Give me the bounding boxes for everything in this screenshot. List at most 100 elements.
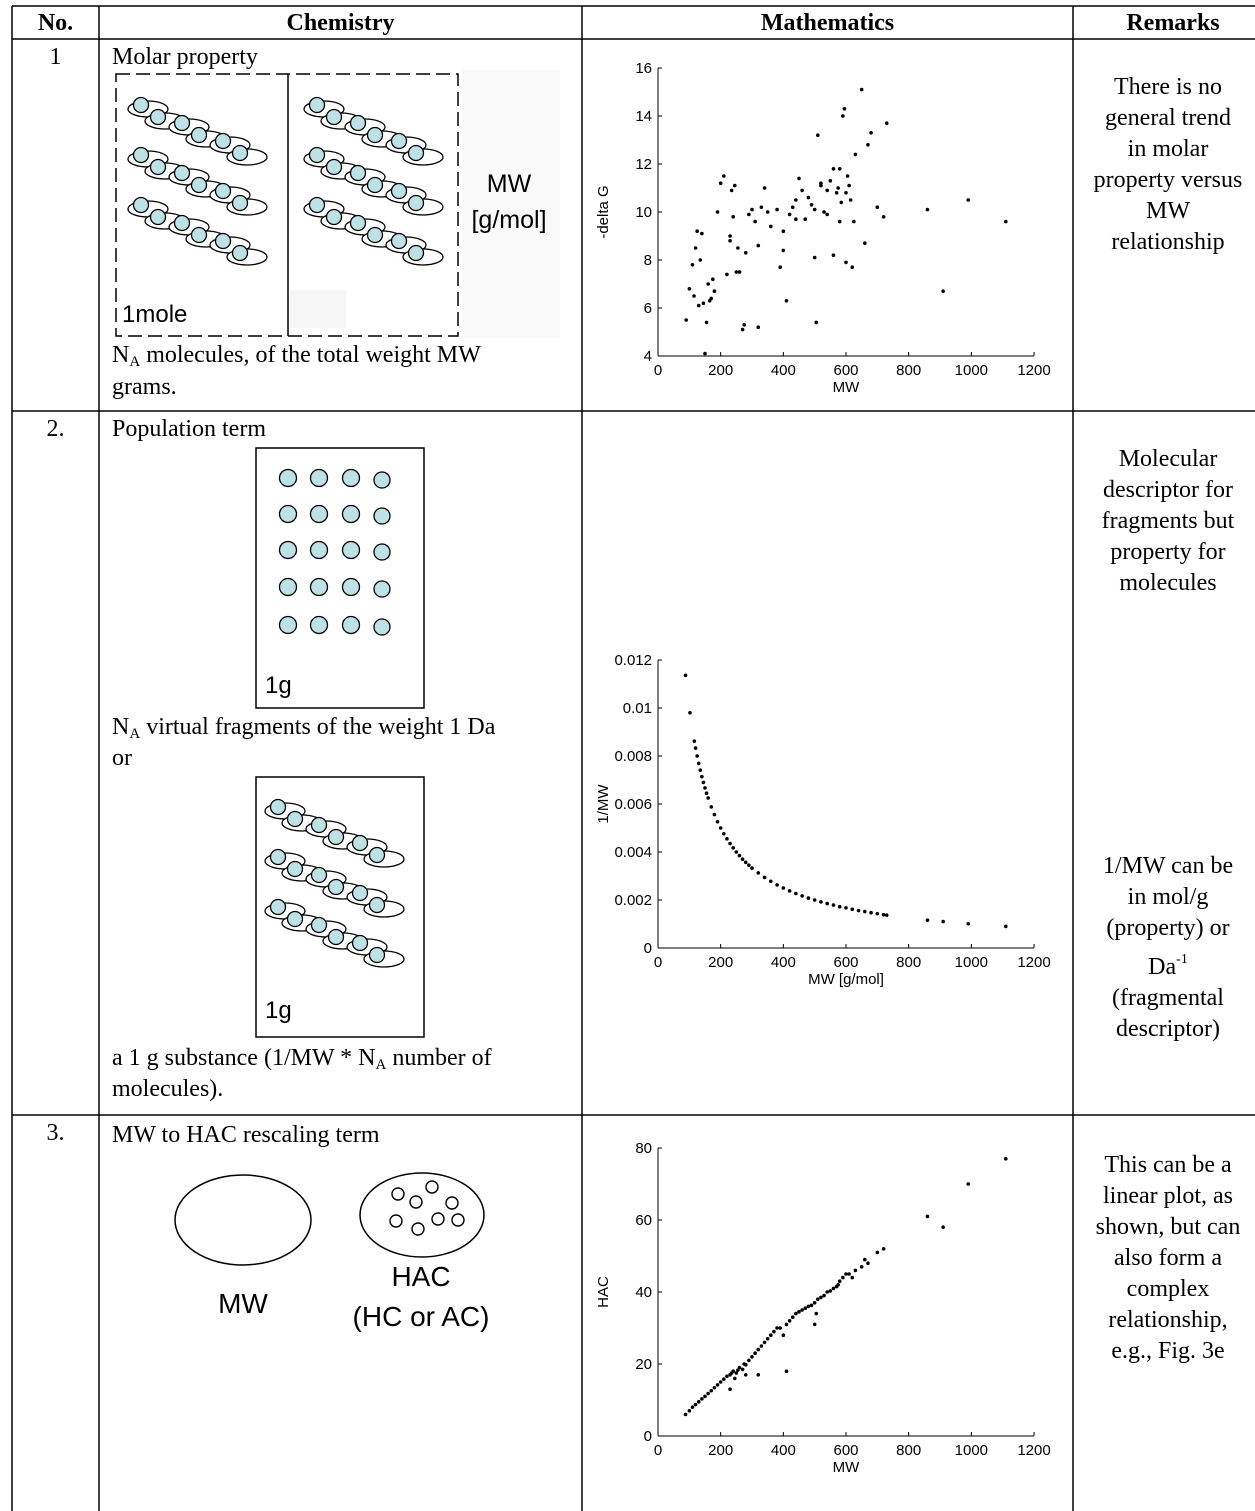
data-point xyxy=(866,143,870,147)
data-point xyxy=(814,1311,819,1316)
data-point xyxy=(737,853,742,858)
data-point xyxy=(816,133,820,137)
data-point xyxy=(722,831,726,836)
data-point xyxy=(759,1344,764,1348)
data-point xyxy=(806,1304,811,1309)
molar-box-label: 1mole xyxy=(122,301,187,328)
data-point xyxy=(725,837,729,841)
data-point xyxy=(703,786,707,790)
x-tick-label: 400 xyxy=(771,954,796,971)
data-point xyxy=(790,1315,795,1319)
header-mathematics: Mathematics xyxy=(760,10,895,36)
data-point xyxy=(845,174,850,178)
row-2-middle-text-or: or xyxy=(112,745,132,771)
data-point xyxy=(690,263,695,267)
data-point xyxy=(812,1322,817,1327)
data-point xyxy=(729,188,734,193)
row-3-remarks: This can be a linear plot, as shown, but… xyxy=(1073,1150,1255,1367)
row-3-remark-line: e.g., Fig. 3e xyxy=(1111,1338,1225,1364)
row-1-title: Molar property xyxy=(112,44,258,70)
x-tick-label: 200 xyxy=(708,362,733,379)
y-tick-label: 80 xyxy=(635,1140,652,1157)
x-tick-label: 800 xyxy=(896,1442,921,1459)
hac-ellipse xyxy=(359,1172,485,1258)
data-point xyxy=(700,231,704,236)
data-point xyxy=(850,265,855,269)
data-point xyxy=(769,1333,773,1337)
data-point xyxy=(1004,1157,1008,1161)
data-point xyxy=(856,908,861,913)
data-point xyxy=(747,863,751,867)
row-1-remark-line: property versus xyxy=(1093,167,1243,193)
y-tick-label: 8 xyxy=(644,252,652,269)
row-2-remark-line: descriptor for xyxy=(1103,477,1233,503)
x-tick-label: 1200 xyxy=(1017,362,1050,379)
x-axis-label: MW xyxy=(833,379,860,396)
data-point xyxy=(756,325,761,330)
data-point xyxy=(941,1225,945,1229)
data-point xyxy=(803,1306,808,1310)
data-point xyxy=(725,1374,729,1379)
data-point xyxy=(781,886,786,890)
data-point xyxy=(700,1397,704,1401)
row-2-bottom-text-2: molecules). xyxy=(112,1076,224,1102)
data-point xyxy=(853,1268,858,1273)
data-point xyxy=(728,234,732,238)
y-tick-label: 10 xyxy=(635,204,652,221)
y-tick-label: 16 xyxy=(635,60,652,77)
data-point xyxy=(743,860,748,865)
row-3-remark-line: This can be a xyxy=(1104,1152,1232,1178)
data-point xyxy=(925,918,930,922)
data-point xyxy=(695,754,699,758)
data-point xyxy=(778,265,782,269)
data-point xyxy=(966,1182,970,1186)
data-point xyxy=(734,1371,739,1375)
data-point xyxy=(839,200,844,205)
data-point xyxy=(844,1272,848,1276)
data-point xyxy=(778,1326,782,1330)
data-point xyxy=(732,183,737,188)
molar-figure: 1mole MW [g/mol] xyxy=(115,70,560,338)
data-point xyxy=(701,780,706,785)
x-tick-label: 800 xyxy=(896,362,921,379)
population-bottom-box-label: 1g xyxy=(265,997,292,1024)
data-point xyxy=(819,1295,823,1300)
data-point xyxy=(715,1383,720,1387)
data-point xyxy=(725,272,729,277)
data-point xyxy=(687,287,692,291)
data-point xyxy=(692,739,697,743)
data-point xyxy=(863,241,867,245)
data-point xyxy=(701,301,706,305)
y-tick-label: 0.008 xyxy=(614,748,652,765)
data-point xyxy=(884,121,889,125)
data-point xyxy=(819,183,823,188)
data-point xyxy=(722,1377,726,1381)
data-point xyxy=(750,866,754,870)
data-point xyxy=(831,1286,836,1291)
data-point xyxy=(836,186,840,190)
x-tick-label: 1000 xyxy=(955,362,988,379)
header-chemistry: Chemistry xyxy=(286,10,395,36)
data-point xyxy=(781,248,786,253)
data-point xyxy=(784,1322,789,1327)
data-point xyxy=(692,294,696,298)
data-point xyxy=(859,1265,864,1269)
data-point xyxy=(834,191,839,195)
x-tick-label: 400 xyxy=(771,1442,796,1459)
data-point xyxy=(941,289,945,293)
data-point xyxy=(756,871,761,875)
data-point xyxy=(743,251,748,255)
row-2-remark-line: descriptor) xyxy=(1116,1016,1220,1042)
data-point xyxy=(881,912,886,917)
data-point xyxy=(693,746,698,750)
data-point xyxy=(736,246,740,250)
data-point xyxy=(800,188,804,193)
data-point xyxy=(712,812,717,817)
x-tick-label: 200 xyxy=(708,954,733,971)
data-point xyxy=(884,913,889,917)
data-point xyxy=(765,1337,770,1341)
molar-unit-label-1: MW xyxy=(487,170,532,198)
data-point xyxy=(709,1388,714,1393)
data-point xyxy=(683,673,688,678)
population-top-box-label: 1g xyxy=(265,672,292,699)
